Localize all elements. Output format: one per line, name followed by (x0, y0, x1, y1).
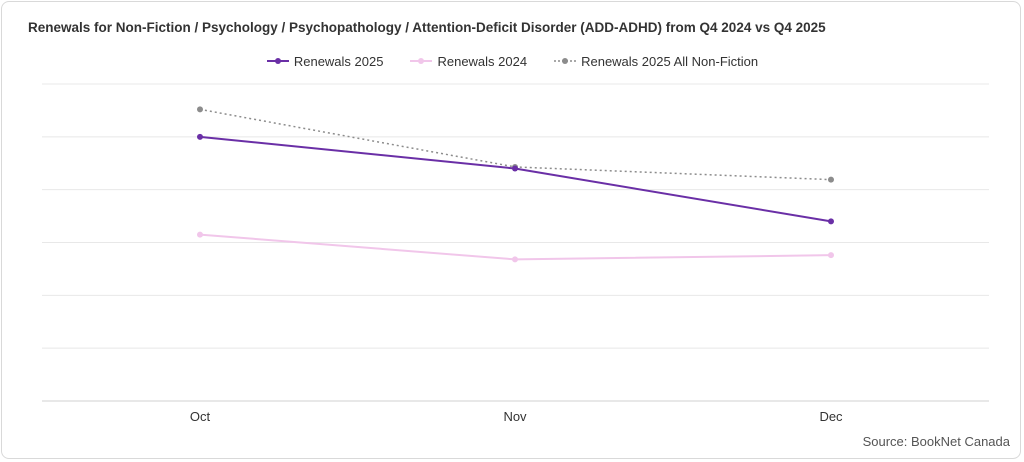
legend-item-renewals-2025-all-non-fiction[interactable]: Renewals 2025 All Non-Fiction (553, 54, 758, 69)
legend-marker-renewals-2024 (410, 58, 433, 64)
data-point[interactable] (828, 252, 834, 259)
x-tick-label: Dec (819, 409, 843, 424)
legend-marker-renewals-2025 (266, 58, 289, 64)
x-tick-label: Oct (190, 409, 211, 424)
x-tick-label: Nov (503, 409, 527, 424)
series-points (197, 106, 834, 263)
data-point[interactable] (197, 133, 203, 140)
data-point[interactable] (828, 218, 834, 225)
data-point[interactable] (512, 165, 518, 172)
legend-item-renewals-2025[interactable]: Renewals 2025 (266, 53, 384, 69)
data-point[interactable] (828, 176, 834, 183)
legend: Renewals 2025 Renewals 2024 Renewals 202… (0, 51, 1024, 71)
gridlines (42, 83, 989, 402)
legend-label-renewals-2025: Renewals 2025 (293, 53, 384, 69)
data-point[interactable] (512, 256, 518, 263)
series-line[interactable] (199, 233, 832, 261)
series-line[interactable] (199, 135, 832, 223)
legend-label-renewals-2025-all-non-fiction: Renewals 2025 All Non-Fiction (581, 53, 759, 69)
legend-marker-renewals-2025-all-non-fiction (554, 58, 577, 64)
data-point[interactable] (197, 231, 203, 238)
source-note: Source: BookNet Canada (862, 434, 1010, 449)
chart-title: Renewals for Non-Fiction / Psychology / … (28, 20, 826, 35)
data-point[interactable] (197, 106, 203, 113)
legend-label-renewals-2024: Renewals 2024 (437, 53, 528, 69)
x-axis-labels: Oct Nov Dec (190, 409, 843, 424)
series-lines (199, 108, 832, 261)
legend-item-renewals-2024[interactable]: Renewals 2024 (409, 54, 527, 69)
